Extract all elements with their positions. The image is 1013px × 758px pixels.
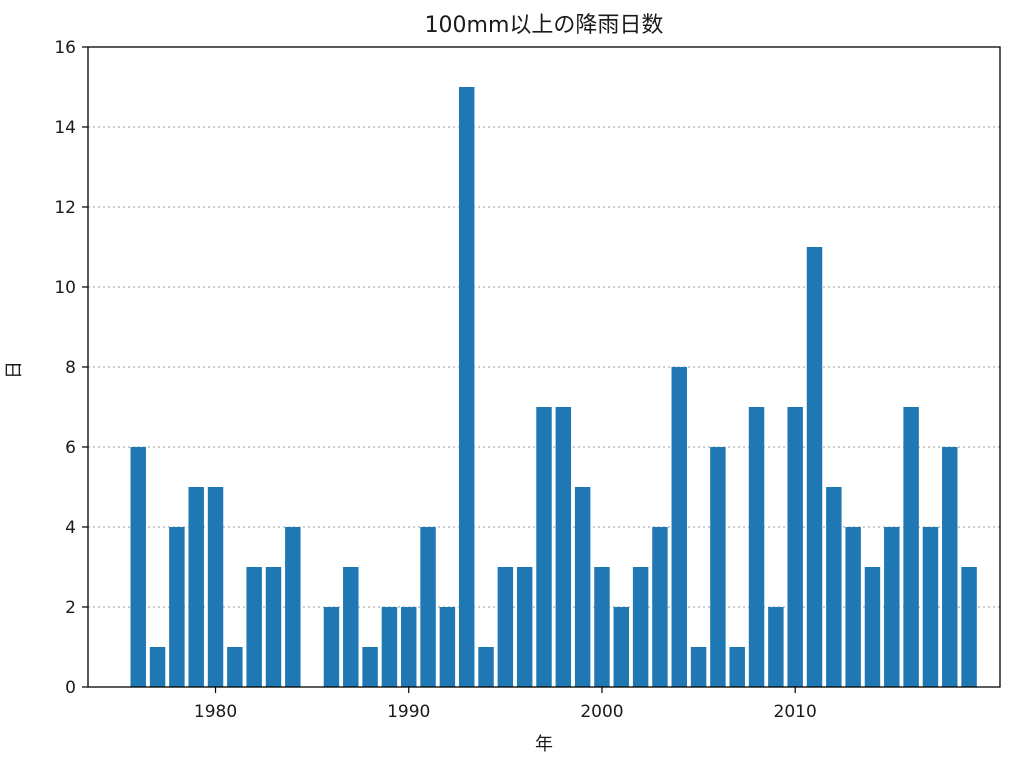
x-axis-title: 年: [535, 734, 553, 755]
bar: [903, 407, 919, 687]
x-axis-ticks: 1980 1990 2000 2010: [194, 687, 817, 722]
x-tick-label: 2000: [580, 702, 623, 722]
bar: [768, 607, 784, 687]
bar: [942, 447, 958, 687]
y-axis-title: 日: [4, 361, 25, 379]
bar: [555, 407, 572, 687]
bar: [826, 487, 842, 687]
bar: [574, 487, 591, 687]
bar: [806, 247, 823, 687]
bar: [381, 607, 398, 687]
bar: [343, 567, 359, 687]
bar: [285, 527, 301, 687]
bar: [516, 567, 533, 687]
bar: [536, 407, 552, 687]
y-tick-label: 8: [65, 358, 76, 378]
bar: [188, 487, 204, 687]
bar: [478, 647, 494, 687]
bar: [169, 527, 185, 687]
bar: [748, 407, 765, 687]
bar: [227, 647, 243, 687]
y-tick-label: 16: [54, 38, 76, 58]
bar: [613, 607, 630, 687]
bar: [864, 567, 881, 687]
bar: [149, 647, 166, 687]
bar: [884, 527, 900, 687]
bar: [497, 567, 514, 687]
bar: [690, 647, 707, 687]
bar: [207, 487, 224, 687]
bar: [362, 647, 378, 687]
y-tick-label: 0: [65, 678, 76, 698]
bar: [323, 607, 340, 687]
x-tick-label: 2010: [774, 702, 817, 722]
bar: [420, 527, 436, 687]
bar: [787, 407, 803, 687]
y-tick-label: 12: [54, 198, 76, 218]
bars: [130, 87, 977, 687]
bar: [632, 567, 649, 687]
y-axis-ticks: 0 2 4 6 8 10 12 14 16: [54, 38, 88, 698]
y-tick-label: 4: [65, 518, 76, 538]
bar: [265, 567, 282, 687]
y-tick-label: 14: [54, 118, 76, 138]
x-tick-label: 1990: [387, 702, 430, 722]
bar: [710, 447, 726, 687]
bar: [458, 87, 475, 687]
bar: [439, 607, 456, 687]
chart-title: 100mm以上の降雨日数: [425, 13, 664, 38]
bar: [922, 527, 939, 687]
y-tick-label: 6: [65, 438, 76, 458]
bar: [729, 647, 745, 687]
bar: [671, 367, 687, 687]
y-tick-label: 2: [65, 598, 76, 618]
bar: [652, 527, 668, 687]
bar: [845, 527, 861, 687]
y-tick-label: 10: [54, 278, 76, 298]
bar: [961, 567, 977, 687]
bar: [130, 447, 146, 687]
bar: [594, 567, 610, 687]
bar: [246, 567, 262, 687]
bar: [401, 607, 417, 687]
x-tick-label: 1980: [194, 702, 237, 722]
